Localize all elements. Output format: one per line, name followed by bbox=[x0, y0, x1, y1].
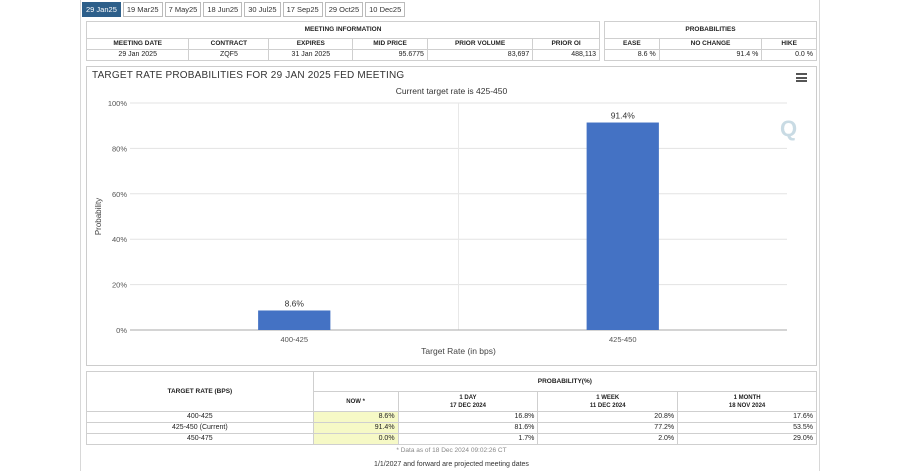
y-tick-label: 0% bbox=[116, 326, 127, 335]
y-tick-label: 60% bbox=[112, 190, 127, 199]
one-week-cell: 20.8% bbox=[537, 411, 679, 423]
y-tick-label: 80% bbox=[112, 144, 127, 153]
now-cell: 0.0% bbox=[312, 433, 399, 445]
y-axis-title: Probability bbox=[94, 198, 103, 235]
chart-title: TARGET RATE PROBABILITIES FOR 29 JAN 202… bbox=[92, 70, 405, 81]
contract-value: ZQF5 bbox=[188, 49, 270, 61]
meeting-tabs: 29 Jan25 19 Mar25 7 May25 18 Jun25 30 Ju… bbox=[82, 2, 407, 17]
rate-cell: 425-450 (Current) bbox=[86, 422, 314, 434]
hike-value: 0.0 % bbox=[761, 49, 817, 61]
y-tick-label: 20% bbox=[112, 281, 127, 290]
one-month-cell: 17.6% bbox=[677, 411, 817, 423]
probability-history-table: TARGET RATE (BPS) PROBABILITY(%) NOW * 1… bbox=[86, 371, 818, 445]
bar bbox=[586, 122, 659, 330]
data-timestamp-note: * Data as of 18 Dec 2024 09:02:26 CT bbox=[396, 447, 507, 454]
y-tick-label: 100% bbox=[108, 99, 128, 108]
one-day-cell: 1.7% bbox=[397, 433, 539, 445]
tab-7-may25[interactable]: 7 May25 bbox=[164, 2, 202, 17]
prior-oi-value: 488,113 bbox=[532, 49, 600, 61]
expires-value: 31 Jan 2025 bbox=[268, 49, 354, 61]
chart-panel bbox=[86, 66, 817, 366]
table-row: 425-450 (Current) 91.4% 81.6% 77.2% 53.5… bbox=[86, 422, 817, 434]
y-tick-label: 40% bbox=[112, 235, 127, 244]
tab-17-sep25[interactable]: 17 Sep25 bbox=[282, 2, 323, 17]
projection-footer: 1/1/2027 and forward are projected meeti… bbox=[374, 461, 529, 468]
bar bbox=[258, 310, 331, 330]
one-month-cell: 53.5% bbox=[677, 422, 817, 434]
probabilities-table: PROBABILITIES EASE NO CHANGE HIKE 8.6 % … bbox=[604, 21, 817, 61]
one-week-cell: 2.0% bbox=[537, 433, 679, 445]
tab-29-jan25[interactable]: 29 Jan25 bbox=[82, 2, 121, 17]
x-tick-label: 425-450 bbox=[609, 335, 637, 344]
rate-cell: 400-425 bbox=[86, 411, 314, 423]
bar-value-label: 91.4% bbox=[611, 111, 636, 121]
target-rate-header: TARGET RATE (BPS) bbox=[86, 371, 314, 412]
now-cell: 91.4% bbox=[312, 422, 399, 434]
table-row: 400-425 8.6% 16.8% 20.8% 17.6% bbox=[86, 411, 817, 423]
one-week-cell: 77.2% bbox=[537, 422, 679, 434]
tab-19-mar25[interactable]: 19 Mar25 bbox=[122, 2, 163, 17]
meeting-info-table: MEETING INFORMATION MEETING DATE CONTRAC… bbox=[85, 21, 600, 61]
now-column-header: NOW * bbox=[312, 391, 399, 412]
table-row: 450-475 0.0% 1.7% 2.0% 29.0% bbox=[86, 433, 817, 445]
one-month-column-header: 1 MONTH 18 NOV 2024 bbox=[677, 391, 817, 412]
chart-subtitle: Current target rate is 425-450 bbox=[395, 86, 508, 96]
now-cell: 8.6% bbox=[312, 411, 399, 423]
no-change-value: 91.4 % bbox=[658, 49, 763, 61]
one-day-cell: 81.6% bbox=[397, 422, 539, 434]
one-day-cell: 16.8% bbox=[397, 411, 539, 423]
tab-29-oct25[interactable]: 29 Oct25 bbox=[324, 2, 364, 17]
tab-18-jun25[interactable]: 18 Jun25 bbox=[203, 2, 243, 17]
probability-group-header: PROBABILITY(%) bbox=[312, 371, 818, 392]
hamburger-menu-icon[interactable] bbox=[796, 73, 807, 82]
prior-volume-value: 83,697 bbox=[426, 49, 534, 61]
x-axis-title: Target Rate (in bps) bbox=[421, 346, 496, 356]
bar-value-label: 8.6% bbox=[285, 298, 305, 308]
one-month-cell: 29.0% bbox=[677, 433, 817, 445]
x-tick-label: 400-425 bbox=[280, 335, 308, 344]
tab-10-dec25[interactable]: 10 Dec25 bbox=[365, 2, 406, 17]
rate-cell: 450-475 bbox=[86, 433, 314, 445]
one-day-column-header: 1 DAY 17 DEC 2024 bbox=[397, 391, 539, 412]
watermark-logo: Q bbox=[780, 116, 798, 141]
tab-30-jul25[interactable]: 30 Jul25 bbox=[244, 2, 281, 17]
meeting-date-value: 29 Jan 2025 bbox=[85, 49, 190, 61]
one-week-column-header: 1 WEEK 11 DEC 2024 bbox=[537, 391, 679, 412]
